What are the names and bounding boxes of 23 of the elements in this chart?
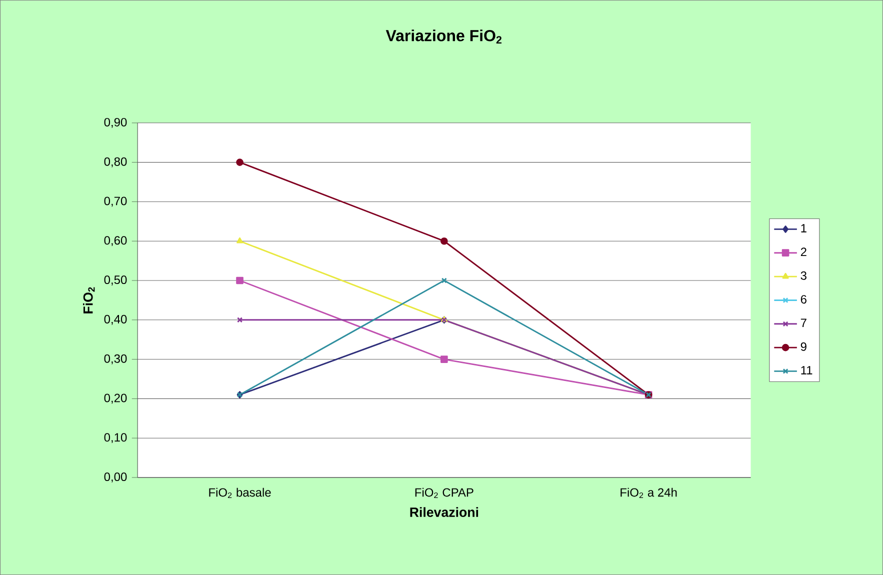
legend-label: 9 bbox=[800, 342, 806, 351]
y-tick-label: 0,50 bbox=[104, 276, 127, 286]
y-tick-label: 0,70 bbox=[104, 196, 127, 207]
chart-title: Variazione FiO$_{2}$ bbox=[386, 30, 502, 44]
legend-label: 1 bbox=[801, 224, 806, 232]
y-tick-label: 0,40 bbox=[104, 314, 127, 325]
legend-label: 2 bbox=[800, 248, 806, 256]
y-tick-label: 0,90 bbox=[104, 118, 127, 128]
x-axis-title: Rilevazioni bbox=[410, 507, 478, 517]
legend-label: 7 bbox=[800, 318, 806, 327]
y-tick-label: 0,00 bbox=[104, 472, 127, 482]
y-tick-label: 0,20 bbox=[104, 394, 127, 404]
y-tick-label: 0,10 bbox=[104, 433, 127, 444]
x-tick-label: FiO$_{2}$ CPAP bbox=[415, 488, 474, 498]
x-tick-label: FiO$_{2}$ basale bbox=[209, 488, 271, 498]
y-tick-label: 0,30 bbox=[104, 354, 127, 364]
legend-label: 3 bbox=[800, 271, 806, 280]
y-axis-title: FiO$_{2}$ bbox=[83, 287, 95, 314]
x-tick-label: FiO$_{2}$ a 24h bbox=[620, 488, 677, 498]
legend-label: 11 bbox=[801, 366, 812, 374]
y-tick-label: 0,60 bbox=[104, 236, 127, 246]
legend-label: 6 bbox=[800, 295, 806, 304]
y-tick-label: 0,80 bbox=[104, 157, 127, 168]
